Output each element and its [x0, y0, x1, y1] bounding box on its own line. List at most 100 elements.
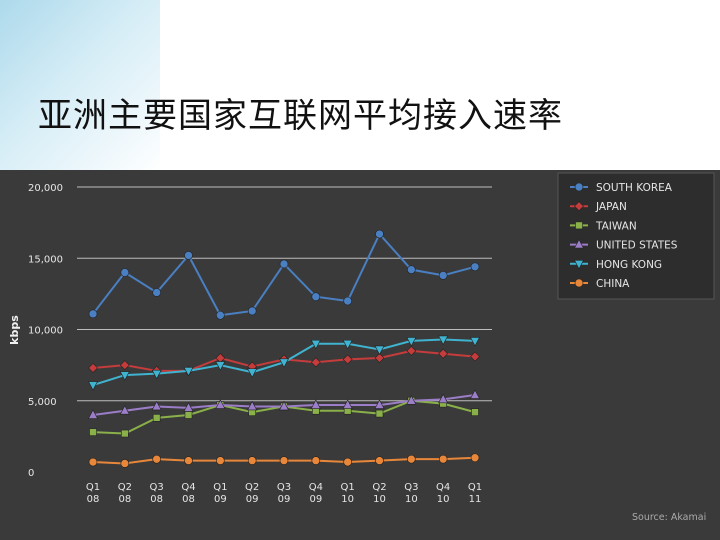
x-tick-label-year: 08 [118, 494, 131, 505]
data-point-hong-kong [470, 337, 480, 347]
data-point-united-states [183, 402, 194, 412]
data-point-south-korea [247, 306, 257, 316]
y-tick-label: 5,000 [28, 397, 57, 408]
legend-label-united-states: UNITED STATES [596, 240, 678, 252]
data-point-united-states [438, 393, 449, 404]
data-point-taiwan [121, 429, 129, 438]
legend-marker-united-states [574, 238, 584, 249]
x-tick-label-year: 10 [341, 494, 354, 505]
y-axis-label: kbps [8, 315, 21, 345]
data-point-south-korea [343, 296, 352, 306]
x-tick-label-quarter: Q4 [181, 482, 195, 493]
legend-marker-china [574, 278, 584, 288]
data-point-japan [406, 345, 417, 356]
x-tick-label-year: 09 [214, 494, 227, 505]
data-point-south-korea [375, 229, 384, 239]
data-point-taiwan [89, 428, 97, 436]
data-point-china [407, 454, 416, 464]
data-point-hong-kong [151, 369, 162, 380]
series-united-states [88, 389, 480, 419]
data-point-south-korea [470, 262, 480, 272]
data-point-hong-kong [183, 367, 194, 377]
data-point-hong-kong [406, 337, 417, 347]
data-point-south-korea [407, 265, 416, 274]
data-point-united-states [215, 399, 226, 409]
data-point-japan [310, 357, 321, 368]
data-point-japan [88, 363, 98, 373]
data-point-hong-kong [310, 339, 321, 350]
legend-label-south-korea: SOUTH KOREA [596, 182, 673, 194]
series-layer [88, 229, 480, 468]
x-tick-label-year: 09 [246, 494, 259, 505]
x-tick-label-quarter: Q1 [86, 482, 100, 493]
data-point-taiwan [471, 408, 479, 416]
x-tick-label-quarter: Q3 [277, 482, 291, 493]
data-point-south-korea [216, 310, 225, 320]
x-tick-label-year: 10 [437, 494, 450, 505]
y-tick-label: 20,000 [28, 183, 63, 194]
legend-box [557, 172, 715, 300]
data-point-china [470, 453, 480, 463]
x-tick-label-quarter: Q1 [341, 482, 355, 493]
legend-label-taiwan: TAIWAN [595, 220, 637, 232]
x-tick-label-quarter: Q2 [118, 482, 132, 493]
x-tick-label-year: 10 [405, 494, 418, 505]
legend-label-hong-kong: HONG KONG [596, 259, 662, 271]
x-tick-label-quarter: Q3 [150, 482, 164, 493]
slide-title: 亚洲主要国家互联网平均接入速率 [38, 96, 563, 136]
y-tick-label: 15,000 [28, 254, 63, 265]
x-tick-label-quarter: Q2 [245, 482, 259, 493]
data-point-united-states [374, 399, 385, 409]
data-point-united-states [119, 405, 130, 415]
data-point-japan [119, 360, 130, 371]
data-point-united-states [88, 409, 98, 419]
data-point-hong-kong [119, 371, 130, 381]
data-point-united-states [406, 395, 417, 405]
series-south-korea [88, 229, 480, 320]
decorative-corner-gradient [0, 0, 160, 175]
x-axis-ticks: Q108Q208Q308Q408Q109Q209Q309Q409Q110Q210… [86, 482, 482, 505]
legend-label-japan: JAPAN [595, 201, 627, 213]
data-point-china [311, 456, 321, 465]
data-point-united-states [470, 389, 480, 399]
data-point-japan [215, 353, 226, 363]
x-tick-label-quarter: Q1 [468, 482, 482, 493]
data-point-taiwan [184, 411, 193, 419]
x-tick-label-year: 08 [182, 494, 195, 505]
x-tick-label-quarter: Q4 [309, 482, 323, 493]
x-tick-label-year: 09 [309, 494, 322, 505]
data-point-hong-kong [247, 368, 258, 378]
data-point-japan [374, 353, 385, 363]
data-point-china [88, 457, 98, 467]
x-tick-label-quarter: Q3 [404, 482, 418, 493]
source-note: Source: Akamai [632, 512, 706, 523]
x-tick-label-year: 10 [373, 494, 386, 505]
data-point-china [279, 456, 289, 465]
x-tick-label-quarter: Q2 [372, 482, 386, 493]
data-point-south-korea [184, 251, 193, 260]
data-point-japan [342, 354, 353, 365]
x-tick-label-quarter: Q1 [213, 482, 227, 493]
data-point-taiwan [375, 409, 384, 418]
data-point-china [375, 456, 384, 465]
data-point-united-states [247, 400, 258, 411]
data-point-taiwan [152, 414, 161, 422]
data-point-south-korea [88, 309, 98, 319]
series-hong-kong [88, 335, 480, 391]
data-point-china [216, 456, 225, 465]
data-point-japan [470, 351, 480, 362]
data-point-south-korea [120, 268, 130, 277]
y-tick-label: 10,000 [28, 326, 63, 337]
legend: SOUTH KOREA JAPAN TAIWAN UNITED STATES HONG … [557, 172, 715, 300]
legend-marker-taiwan [575, 221, 583, 230]
y-axis-ticks: 0 5,000 10,000 15,000 20,000 [28, 183, 63, 479]
data-point-china [343, 457, 352, 467]
data-point-china [184, 456, 193, 465]
data-point-china [152, 454, 161, 464]
x-tick-label-year: 11 [469, 494, 482, 505]
legend-marker-south-korea [574, 182, 584, 192]
series-china [88, 453, 480, 468]
data-point-united-states [151, 400, 162, 411]
legend-label-china: CHINA [596, 278, 630, 290]
